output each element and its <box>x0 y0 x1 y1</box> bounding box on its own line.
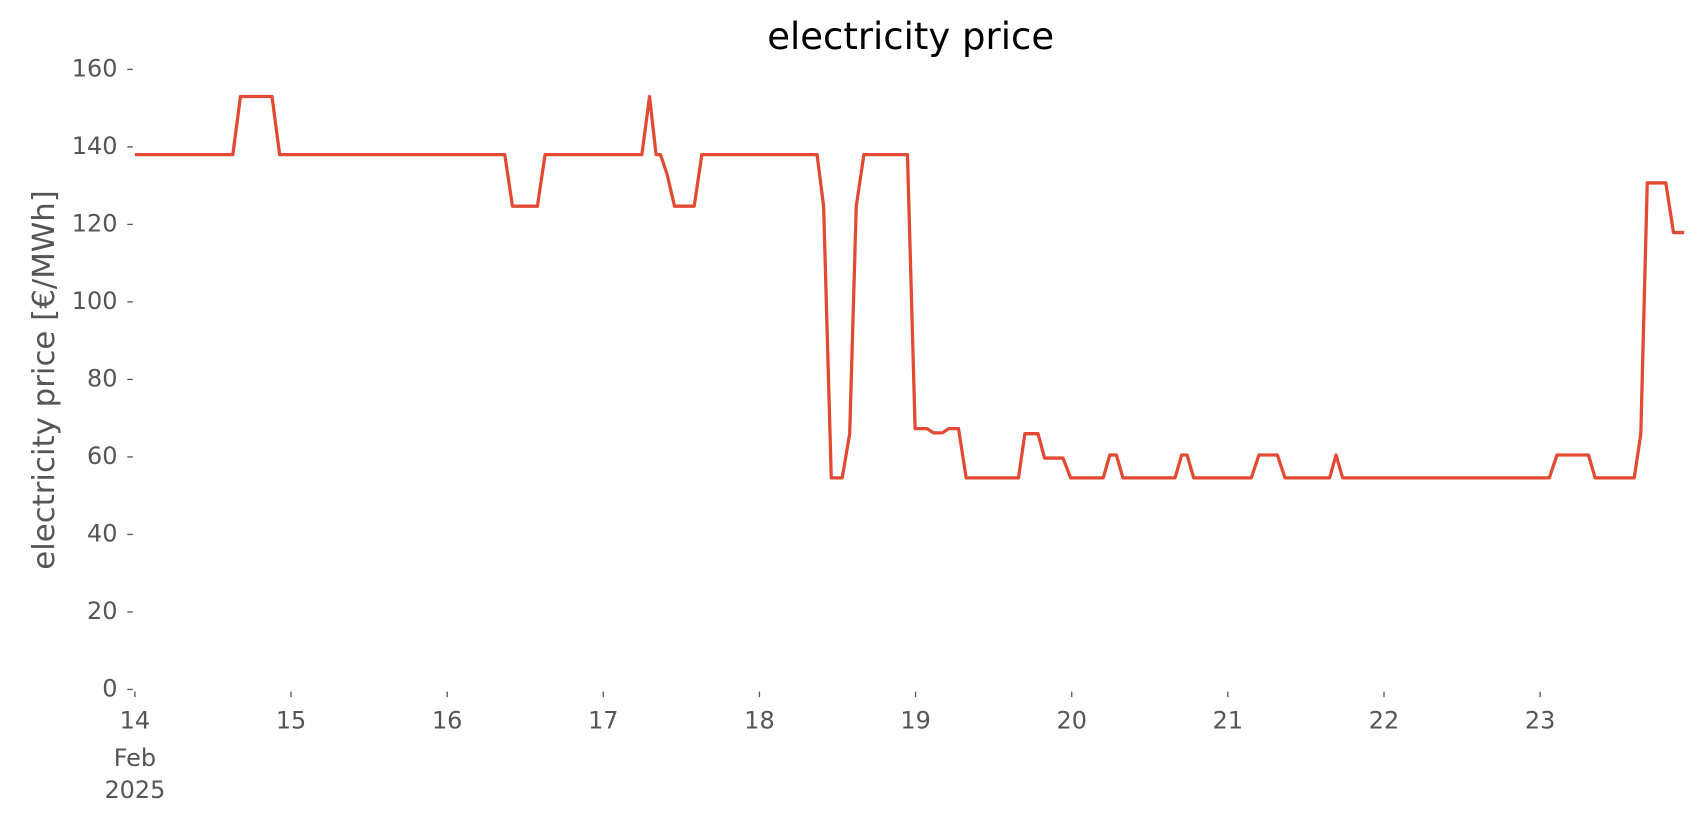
y-axis-label: electricity price [€/MWh] <box>27 190 62 570</box>
y-tick-label: 40 <box>87 519 117 547</box>
y-tick-label: 100 <box>72 287 118 315</box>
x-tick-label: 14 <box>120 706 150 734</box>
x-tick-label: 19 <box>900 706 930 734</box>
x-offset-label: Feb <box>114 744 156 772</box>
x-tick-label: 21 <box>1213 706 1243 734</box>
y-tick-label: 120 <box>72 209 118 237</box>
x-tick-label: 22 <box>1369 706 1399 734</box>
y-tick-label: 60 <box>87 442 117 470</box>
x-tick-label: 23 <box>1525 706 1555 734</box>
line-series <box>134 94 1685 480</box>
x-tick-label: 17 <box>588 706 618 734</box>
y-tick-label: 20 <box>87 597 117 625</box>
x-tick-label: 16 <box>432 706 462 734</box>
y-tick-label: 140 <box>72 132 118 160</box>
x-tick-label: 18 <box>744 706 774 734</box>
y-tick-label: 160 <box>72 54 118 82</box>
y-tick-label: 80 <box>87 364 117 392</box>
chart-title: electricity price <box>767 14 1054 58</box>
y-tick-label: 0 <box>102 674 117 702</box>
x-offset-label: 2025 <box>104 776 165 804</box>
x-tick-label: 15 <box>276 706 306 734</box>
x-tick-label: 20 <box>1056 706 1086 734</box>
